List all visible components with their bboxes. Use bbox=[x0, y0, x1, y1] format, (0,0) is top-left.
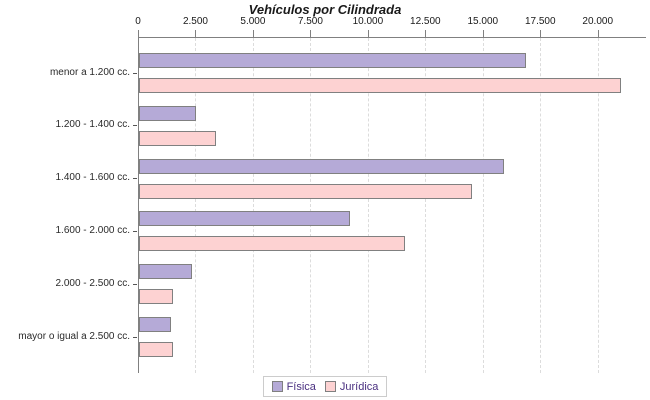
legend-box: Física Jurídica bbox=[262, 376, 388, 397]
bar-juridica bbox=[139, 289, 174, 305]
legend-item-fisica: Física bbox=[271, 380, 316, 393]
x-axis-tick bbox=[540, 30, 542, 37]
y-axis-tick bbox=[133, 283, 137, 285]
chart-title: Vehículos por Cilindrada bbox=[248, 2, 402, 17]
bar-fisica bbox=[139, 317, 171, 332]
bar-fisica bbox=[139, 264, 192, 280]
x-tick-label: 20.000 bbox=[582, 16, 614, 27]
x-tick-label: 0 bbox=[135, 16, 141, 27]
category-label: 1.400 - 1.600 cc. bbox=[55, 172, 131, 184]
x-axis-tick bbox=[425, 30, 427, 37]
gridline bbox=[252, 38, 254, 373]
bar-juridica bbox=[139, 78, 622, 93]
bar-fisica bbox=[139, 211, 351, 227]
legend-label-fisica: Física bbox=[286, 380, 316, 393]
category-label: menor a 1.200 cc. bbox=[49, 66, 130, 78]
x-axis-tick bbox=[597, 30, 599, 37]
legend: Física Jurídica bbox=[0, 376, 650, 398]
legend-item-juridica: Jurídica bbox=[324, 380, 379, 393]
y-axis-tick bbox=[133, 178, 137, 180]
y-axis-tick bbox=[133, 336, 137, 338]
x-axis-tick bbox=[482, 30, 484, 37]
x-tick-label: 7.500 bbox=[297, 16, 323, 27]
bar-fisica bbox=[139, 158, 505, 174]
juridica-swatch-icon bbox=[324, 381, 336, 392]
x-tick-label: 5.000 bbox=[240, 16, 266, 27]
category-label: mayor o igual a 2.500 cc. bbox=[18, 330, 130, 342]
y-axis-tick bbox=[133, 125, 137, 127]
x-tick-label: 10.000 bbox=[352, 16, 384, 27]
bar-fisica bbox=[139, 53, 527, 68]
y-axis-line bbox=[138, 30, 139, 373]
x-axis-line bbox=[138, 37, 646, 38]
bar-juridica bbox=[139, 342, 174, 357]
bar-juridica bbox=[139, 130, 216, 146]
x-tick-label: 17.500 bbox=[524, 16, 556, 27]
bar-fisica bbox=[139, 105, 197, 121]
x-axis-tick bbox=[367, 30, 369, 37]
x-axis-tick bbox=[195, 30, 197, 37]
bar-juridica bbox=[139, 183, 472, 199]
gridline bbox=[597, 38, 599, 373]
x-axis-tick bbox=[138, 30, 139, 37]
gridline bbox=[195, 38, 197, 373]
gridline bbox=[482, 38, 484, 373]
x-tick-label: 12.500 bbox=[410, 16, 441, 27]
gridline bbox=[425, 38, 427, 373]
x-axis-tick bbox=[252, 30, 254, 37]
category-label: 1.600 - 2.000 cc. bbox=[55, 224, 131, 236]
gridline bbox=[367, 38, 369, 373]
gridline bbox=[310, 38, 312, 373]
x-axis-tick bbox=[310, 30, 312, 37]
fisica-swatch-icon bbox=[271, 381, 283, 392]
legend-label-juridica: Jurídica bbox=[339, 380, 379, 393]
gridline bbox=[540, 38, 542, 373]
bar-juridica bbox=[139, 236, 406, 252]
category-label: 1.200 - 1.400 cc. bbox=[55, 119, 131, 131]
x-tick-label: 15.000 bbox=[467, 16, 499, 27]
y-axis-tick bbox=[133, 72, 137, 74]
category-label: 2.000 - 2.500 cc. bbox=[55, 277, 131, 289]
y-axis-tick bbox=[133, 230, 137, 232]
x-tick-label: 2.500 bbox=[182, 16, 208, 27]
